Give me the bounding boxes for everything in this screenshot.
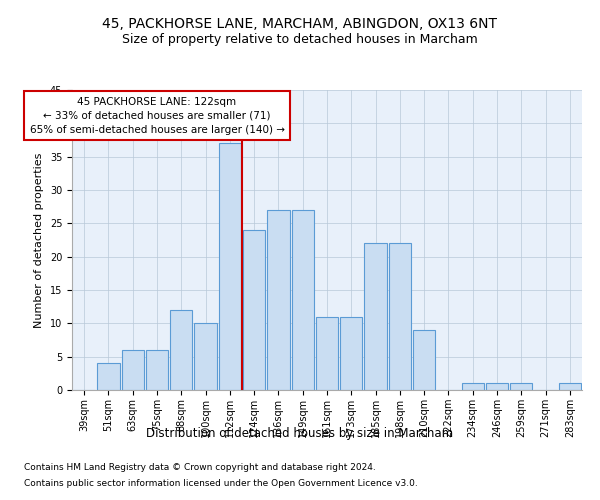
Bar [122,350,144,390]
Bar [243,230,265,390]
Text: Contains public sector information licensed under the Open Government Licence v3: Contains public sector information licen… [24,478,418,488]
Bar [194,324,217,390]
Bar [364,244,387,390]
Bar [218,144,241,390]
Bar [292,210,314,390]
Bar [461,384,484,390]
Bar [170,310,193,390]
Text: Size of property relative to detached houses in Marcham: Size of property relative to detached ho… [122,32,478,46]
Bar [146,350,168,390]
Y-axis label: Number of detached properties: Number of detached properties [34,152,44,328]
Text: Distribution of detached houses by size in Marcham: Distribution of detached houses by size … [146,428,454,440]
Text: 45, PACKHORSE LANE, MARCHAM, ABINGDON, OX13 6NT: 45, PACKHORSE LANE, MARCHAM, ABINGDON, O… [103,18,497,32]
Text: 45 PACKHORSE LANE: 122sqm
← 33% of detached houses are smaller (71)
65% of semi-: 45 PACKHORSE LANE: 122sqm ← 33% of detac… [29,96,284,134]
Bar [510,384,532,390]
Bar [97,364,119,390]
Bar [559,384,581,390]
Bar [486,384,508,390]
Bar [267,210,290,390]
Bar [316,316,338,390]
Bar [340,316,362,390]
Bar [413,330,436,390]
Text: Contains HM Land Registry data © Crown copyright and database right 2024.: Contains HM Land Registry data © Crown c… [24,464,376,472]
Bar [389,244,411,390]
